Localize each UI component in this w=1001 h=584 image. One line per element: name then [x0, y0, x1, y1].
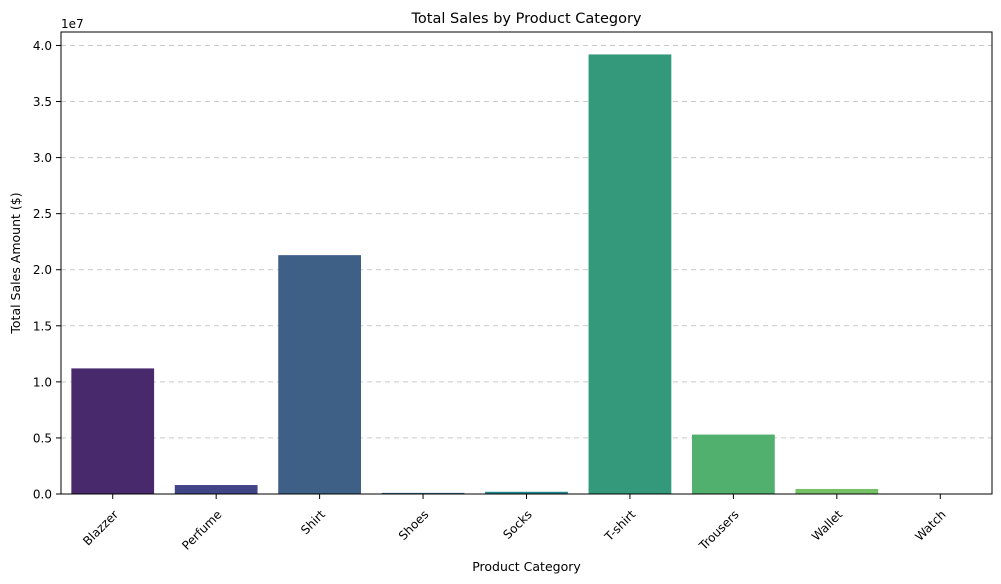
bar-perfume [174, 485, 258, 494]
bars-layer [71, 54, 982, 494]
chart-title: Total Sales by Product Category [411, 11, 642, 27]
y-tick-label: 2.0 [33, 263, 52, 277]
bar-shirt [278, 255, 361, 494]
y-gridlines [61, 44, 992, 495]
y-tick-label: 1.5 [33, 319, 52, 333]
bar-t-shirt [588, 54, 672, 494]
bar-shoes [381, 492, 465, 494]
bar-socks [485, 491, 568, 494]
y-axis-scale-label: 1e7 [61, 17, 84, 31]
bar-wallet [795, 488, 879, 494]
y-tick-label: 0.0 [33, 488, 52, 502]
y-tick-label: 1.0 [33, 375, 52, 389]
y-tick-label: 3.0 [33, 151, 52, 165]
y-axis-label: Total Sales Amount ($) [8, 192, 23, 334]
y-tick-label: 0.5 [33, 431, 52, 445]
y-tick-label: 2.5 [33, 207, 52, 221]
y-tick-label: 3.5 [33, 95, 52, 109]
x-axis-label: Product Category [472, 559, 581, 574]
bar-trousers [692, 434, 775, 494]
bar-blazzer [71, 368, 155, 494]
y-tick-label: 4.0 [33, 39, 52, 53]
y-ticks-layer: 0.0 0.5 1.0 1.5 2.0 2.5 3.0 3.5 4.0 [33, 39, 61, 502]
